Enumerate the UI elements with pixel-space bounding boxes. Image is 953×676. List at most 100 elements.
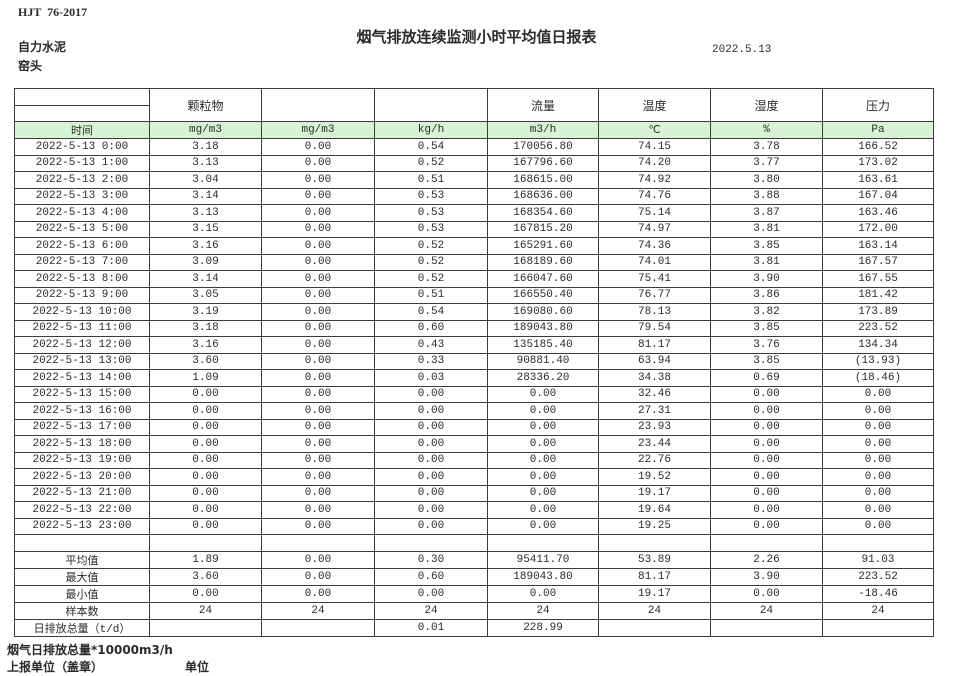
value-cell: 0.00 bbox=[487, 385, 599, 403]
summary-value: 0.00 bbox=[261, 568, 375, 586]
table-row: 2022-5-13 19:00 0.00 0.00 0.00 0.00 22.76 0.00… bbox=[14, 451, 934, 469]
group-header-cell: 颗粒物 bbox=[149, 88, 262, 122]
value-cell: 75.41 bbox=[598, 270, 711, 288]
value-cell: 170056.80 bbox=[487, 138, 599, 156]
value-cell: 0.00 bbox=[261, 352, 375, 370]
value-cell: 168354.60 bbox=[487, 204, 599, 222]
time-cell: 2022-5-13 22:00 bbox=[14, 501, 150, 519]
value-cell: 0.00 bbox=[822, 451, 934, 469]
value-cell: 0.00 bbox=[261, 468, 375, 486]
table-row: 2022-5-13 10:00 3.19 0.00 0.54 169080.60 78.1… bbox=[14, 303, 934, 321]
value-cell: 19.25 bbox=[598, 517, 711, 535]
unit-cell: kg/h bbox=[374, 121, 488, 139]
value-cell: 0.00 bbox=[374, 385, 488, 403]
value-cell: 0.00 bbox=[374, 517, 488, 535]
value-cell: 0.00 bbox=[261, 418, 375, 436]
group-header-cell: 流量 bbox=[487, 88, 599, 122]
summary-row: 最大值 3.60 0.00 0.60 189043.80 81.17 3.90 223.52 bbox=[14, 568, 934, 586]
value-cell: 74.76 bbox=[598, 187, 711, 205]
value-cell: 0.60 bbox=[374, 319, 488, 337]
value-cell: 0.00 bbox=[261, 270, 375, 288]
summary-label: 最大值 bbox=[14, 568, 150, 586]
value-cell: 0.00 bbox=[710, 501, 823, 519]
value-cell: 0.00 bbox=[261, 319, 375, 337]
value-cell: 3.85 bbox=[710, 237, 823, 255]
report-table: 颗粒物 流量 温度 湿度 压力 时间 mg/m3 mg/m3 kg/h m3/h ℃% Pa 2022… bbox=[14, 88, 934, 637]
value-cell: 3.88 bbox=[710, 187, 823, 205]
table-row: 2022-5-13 11:00 3.18 0.00 0.60 189043.80 79.5… bbox=[14, 319, 934, 337]
group-header-row: 颗粒物 流量 温度 湿度 压力 bbox=[14, 88, 934, 122]
table-row: 2022-5-13 12:00 3.16 0.00 0.43 135185.40 81.1… bbox=[14, 336, 934, 354]
value-cell: 0.00 bbox=[374, 451, 488, 469]
value-cell: 0.00 bbox=[487, 451, 599, 469]
value-cell: 0.33 bbox=[374, 352, 488, 370]
value-cell: 173.02 bbox=[822, 154, 934, 172]
time-cell: 2022-5-13 19:00 bbox=[14, 451, 150, 469]
value-cell: 168636.00 bbox=[487, 187, 599, 205]
summary-label: 样本数 bbox=[14, 602, 150, 620]
table-row: 2022-5-13 6:00 3.16 0.00 0.52 165291.60 74.36… bbox=[14, 237, 934, 255]
value-cell: 0.54 bbox=[374, 138, 488, 156]
value-cell: 0.00 bbox=[149, 402, 262, 420]
summary-value: 0.30 bbox=[374, 551, 488, 569]
time-cell: 2022-5-13 10:00 bbox=[14, 303, 150, 321]
value-cell: 135185.40 bbox=[487, 336, 599, 354]
summary-value bbox=[149, 619, 262, 637]
header-split-line bbox=[15, 105, 149, 106]
value-cell: 32.46 bbox=[598, 385, 711, 403]
value-cell: 34.38 bbox=[598, 369, 711, 387]
value-cell: 3.78 bbox=[710, 138, 823, 156]
value-cell: 3.04 bbox=[149, 171, 262, 189]
value-cell: 79.54 bbox=[598, 319, 711, 337]
value-cell: 3.14 bbox=[149, 187, 262, 205]
time-cell: 2022-5-13 6:00 bbox=[14, 237, 150, 255]
table-row: 2022-5-13 0:00 3.18 0.00 0.54 170056.80 74.15… bbox=[14, 138, 934, 156]
footer-unit-label: 单位 bbox=[185, 660, 210, 674]
value-cell: 0.00 bbox=[822, 418, 934, 436]
value-cell: 3.18 bbox=[149, 138, 262, 156]
value-cell: 134.34 bbox=[822, 336, 934, 354]
value-cell: 63.94 bbox=[598, 352, 711, 370]
value-cell: 0.53 bbox=[374, 204, 488, 222]
value-cell: 0.00 bbox=[822, 468, 934, 486]
summary-label: 平均值 bbox=[14, 551, 150, 569]
value-cell: 167.55 bbox=[822, 270, 934, 288]
value-cell: 0.00 bbox=[149, 435, 262, 453]
summary-value: -18.46 bbox=[822, 585, 934, 603]
value-cell: 0.00 bbox=[487, 484, 599, 502]
summary-label: 最小值 bbox=[14, 585, 150, 603]
unit-cell: Pa bbox=[822, 121, 934, 139]
summary-value: 0.00 bbox=[149, 585, 262, 603]
value-cell: 0.00 bbox=[374, 402, 488, 420]
value-cell: 75.14 bbox=[598, 204, 711, 222]
value-cell: 167815.20 bbox=[487, 220, 599, 238]
value-cell: 78.13 bbox=[598, 303, 711, 321]
value-cell: 3.16 bbox=[149, 237, 262, 255]
time-cell: 2022-5-13 4:00 bbox=[14, 204, 150, 222]
summary-value: 189043.80 bbox=[487, 568, 599, 586]
value-cell: 0.00 bbox=[261, 451, 375, 469]
table-row: 2022-5-13 1:00 3.13 0.00 0.52 167796.60 74.20… bbox=[14, 154, 934, 172]
value-cell: 0.00 bbox=[261, 336, 375, 354]
value-cell: 167796.60 bbox=[487, 154, 599, 172]
value-cell: 181.42 bbox=[822, 286, 934, 304]
blank-cell bbox=[822, 534, 934, 552]
value-cell: 168189.60 bbox=[487, 253, 599, 271]
summary-row: 最小值 0.00 0.00 0.00 0.00 19.17 0.00 -18.46 bbox=[14, 585, 934, 603]
value-cell: 0.00 bbox=[822, 435, 934, 453]
units-row: 时间 mg/m3 mg/m3 kg/h m3/h ℃% Pa bbox=[14, 121, 934, 139]
value-cell: 3.87 bbox=[710, 204, 823, 222]
value-cell: 3.90 bbox=[710, 270, 823, 288]
time-cell: 2022-5-13 23:00 bbox=[14, 517, 150, 535]
value-cell: 3.60 bbox=[149, 352, 262, 370]
summary-value: 0.01 bbox=[374, 619, 488, 637]
value-cell: 74.15 bbox=[598, 138, 711, 156]
unit-cell: ℃ bbox=[598, 121, 711, 139]
value-cell: 0.00 bbox=[487, 501, 599, 519]
value-cell: 0.53 bbox=[374, 220, 488, 238]
table-row: 2022-5-13 4:00 3.13 0.00 0.53 168354.60 75.14… bbox=[14, 204, 934, 222]
value-cell: 3.81 bbox=[710, 253, 823, 271]
value-cell: 166550.40 bbox=[487, 286, 599, 304]
value-cell: 0.00 bbox=[261, 286, 375, 304]
value-cell: 81.17 bbox=[598, 336, 711, 354]
